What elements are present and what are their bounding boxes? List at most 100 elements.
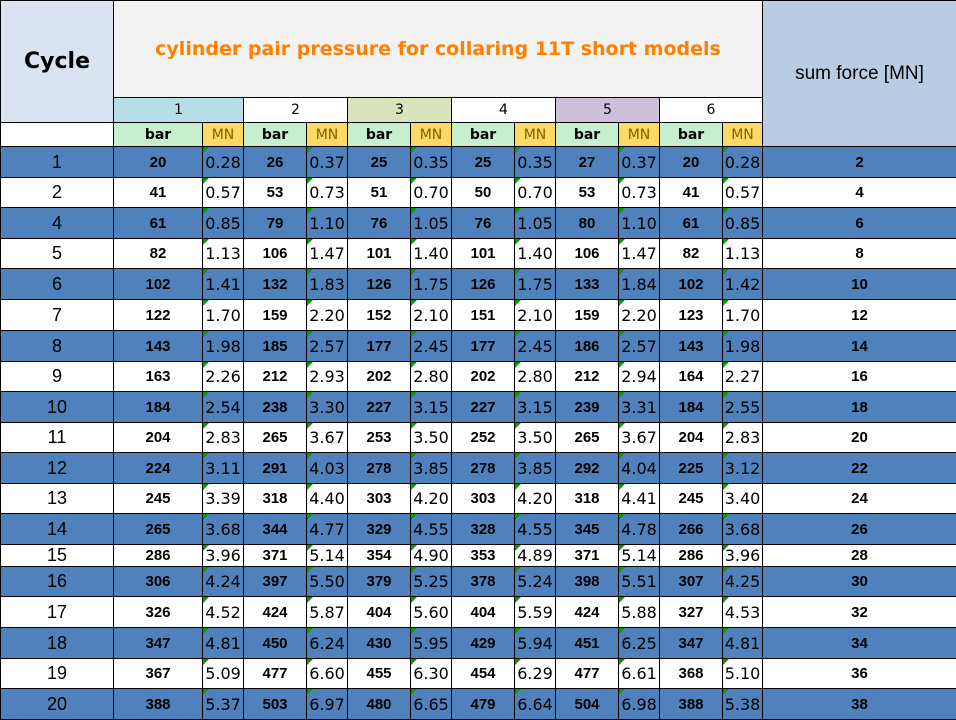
pressure-bar-cell[interactable]: 143 — [113, 330, 203, 362]
pressure-bar-cell[interactable]: 397 — [243, 566, 307, 597]
pressure-bar-cell[interactable]: 61 — [113, 207, 203, 239]
pressure-bar-cell[interactable]: 20 — [113, 146, 203, 178]
force-mn-cell[interactable]: 4.41 — [618, 483, 660, 514]
force-mn-cell[interactable]: 1.13 — [202, 238, 244, 269]
force-mn-cell[interactable]: 1.75 — [514, 268, 556, 300]
pressure-bar-cell[interactable]: 504 — [555, 688, 619, 720]
pressure-bar-cell[interactable]: 184 — [113, 391, 203, 423]
force-mn-cell[interactable]: 5.14 — [618, 544, 660, 567]
unit-mn-header[interactable]: MN — [514, 122, 556, 147]
force-mn-cell[interactable]: 1.05 — [514, 207, 556, 239]
force-mn-cell[interactable]: 2.80 — [514, 361, 556, 392]
sum-force-cell[interactable]: 18 — [762, 391, 956, 423]
pressure-bar-cell[interactable]: 224 — [113, 452, 203, 484]
force-mn-cell[interactable]: 3.50 — [514, 422, 556, 453]
cycle-number-cell[interactable]: 14 — [0, 513, 114, 545]
force-mn-cell[interactable]: 5.38 — [722, 688, 763, 720]
force-mn-cell[interactable]: 3.11 — [202, 452, 244, 484]
force-mn-cell[interactable]: 1.40 — [410, 238, 452, 269]
pressure-bar-cell[interactable]: 326 — [113, 596, 203, 628]
force-mn-cell[interactable]: 4.89 — [514, 544, 556, 567]
pressure-bar-cell[interactable]: 225 — [659, 452, 723, 484]
pressure-bar-cell[interactable]: 292 — [555, 452, 619, 484]
sum-force-cell[interactable]: 28 — [762, 544, 956, 567]
force-mn-cell[interactable]: 1.47 — [306, 238, 348, 269]
force-mn-cell[interactable]: 5.87 — [306, 596, 348, 628]
force-mn-cell[interactable]: 6.30 — [410, 658, 452, 689]
force-mn-cell[interactable]: 1.42 — [722, 268, 763, 300]
cycle-number-cell[interactable]: 10 — [0, 391, 114, 423]
pressure-bar-cell[interactable]: 101 — [451, 238, 515, 269]
pressure-bar-cell[interactable]: 454 — [451, 658, 515, 689]
force-mn-cell[interactable]: 6.61 — [618, 658, 660, 689]
cylinder-group-2-header[interactable]: 2 — [243, 97, 348, 123]
pressure-bar-cell[interactable]: 479 — [451, 688, 515, 720]
sum-force-cell[interactable]: 16 — [762, 361, 956, 392]
force-mn-cell[interactable]: 2.10 — [514, 299, 556, 331]
pressure-bar-cell[interactable]: 185 — [243, 330, 307, 362]
force-mn-cell[interactable]: 1.98 — [722, 330, 763, 362]
force-mn-cell[interactable]: 4.53 — [722, 596, 763, 628]
force-mn-cell[interactable]: 2.26 — [202, 361, 244, 392]
unit-bar-header[interactable]: bar — [347, 122, 411, 147]
pressure-bar-cell[interactable]: 450 — [243, 627, 307, 659]
force-mn-cell[interactable]: 2.45 — [410, 330, 452, 362]
pressure-bar-cell[interactable]: 424 — [555, 596, 619, 628]
force-mn-cell[interactable]: 2.94 — [618, 361, 660, 392]
force-mn-cell[interactable]: 3.85 — [410, 452, 452, 484]
cycle-number-cell[interactable]: 17 — [0, 596, 114, 628]
force-mn-cell[interactable]: 4.81 — [202, 627, 244, 659]
pressure-bar-cell[interactable]: 50 — [451, 177, 515, 208]
force-mn-cell[interactable]: 5.59 — [514, 596, 556, 628]
force-mn-cell[interactable]: 4.40 — [306, 483, 348, 514]
force-mn-cell[interactable]: 5.95 — [410, 627, 452, 659]
pressure-bar-cell[interactable]: 126 — [347, 268, 411, 300]
pressure-bar-cell[interactable]: 318 — [243, 483, 307, 514]
force-mn-cell[interactable]: 2.57 — [306, 330, 348, 362]
pressure-bar-cell[interactable]: 143 — [659, 330, 723, 362]
pressure-bar-cell[interactable]: 204 — [659, 422, 723, 453]
pressure-bar-cell[interactable]: 177 — [347, 330, 411, 362]
force-mn-cell[interactable]: 3.15 — [410, 391, 452, 423]
unit-row-blank-cell[interactable] — [0, 122, 114, 147]
force-mn-cell[interactable]: 0.85 — [202, 207, 244, 239]
pressure-bar-cell[interactable]: 53 — [243, 177, 307, 208]
unit-mn-header[interactable]: MN — [618, 122, 660, 147]
force-mn-cell[interactable]: 0.70 — [514, 177, 556, 208]
sum-force-cell[interactable]: 2 — [762, 146, 956, 178]
force-mn-cell[interactable]: 3.67 — [306, 422, 348, 453]
pressure-bar-cell[interactable]: 202 — [347, 361, 411, 392]
force-mn-cell[interactable]: 6.65 — [410, 688, 452, 720]
sum-force-cell[interactable]: 22 — [762, 452, 956, 484]
pressure-bar-cell[interactable]: 398 — [555, 566, 619, 597]
pressure-bar-cell[interactable]: 430 — [347, 627, 411, 659]
pressure-bar-cell[interactable]: 152 — [347, 299, 411, 331]
force-mn-cell[interactable]: 5.25 — [410, 566, 452, 597]
force-mn-cell[interactable]: 2.55 — [722, 391, 763, 423]
pressure-bar-cell[interactable]: 480 — [347, 688, 411, 720]
force-mn-cell[interactable]: 6.60 — [306, 658, 348, 689]
force-mn-cell[interactable]: 5.50 — [306, 566, 348, 597]
unit-bar-header[interactable]: bar — [659, 122, 723, 147]
pressure-bar-cell[interactable]: 123 — [659, 299, 723, 331]
pressure-bar-cell[interactable]: 53 — [555, 177, 619, 208]
force-mn-cell[interactable]: 4.90 — [410, 544, 452, 567]
sum-force-cell[interactable]: 32 — [762, 596, 956, 628]
force-mn-cell[interactable]: 1.40 — [514, 238, 556, 269]
pressure-bar-cell[interactable]: 186 — [555, 330, 619, 362]
force-mn-cell[interactable]: 0.57 — [202, 177, 244, 208]
force-mn-cell[interactable]: 4.20 — [514, 483, 556, 514]
unit-mn-header[interactable]: MN — [410, 122, 452, 147]
force-mn-cell[interactable]: 4.03 — [306, 452, 348, 484]
pressure-bar-cell[interactable]: 286 — [659, 544, 723, 567]
pressure-bar-cell[interactable]: 388 — [113, 688, 203, 720]
force-mn-cell[interactable]: 3.40 — [722, 483, 763, 514]
unit-bar-header[interactable]: bar — [243, 122, 307, 147]
unit-mn-header[interactable]: MN — [202, 122, 244, 147]
pressure-bar-cell[interactable]: 20 — [659, 146, 723, 178]
pressure-bar-cell[interactable]: 477 — [555, 658, 619, 689]
pressure-bar-cell[interactable]: 51 — [347, 177, 411, 208]
pressure-bar-cell[interactable]: 80 — [555, 207, 619, 239]
force-mn-cell[interactable]: 1.98 — [202, 330, 244, 362]
force-mn-cell[interactable]: 3.31 — [618, 391, 660, 423]
